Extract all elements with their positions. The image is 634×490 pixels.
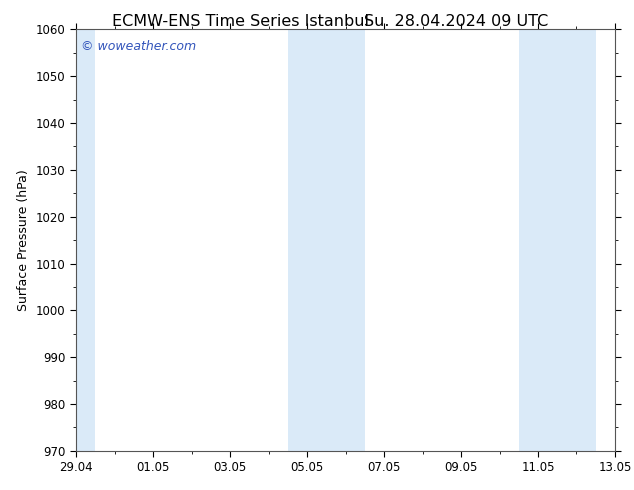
Y-axis label: Surface Pressure (hPa): Surface Pressure (hPa) — [17, 169, 30, 311]
Text: © woweather.com: © woweather.com — [81, 40, 197, 53]
Bar — [519, 29, 557, 451]
Bar — [288, 29, 327, 451]
Bar — [76, 29, 95, 451]
Text: ECMW-ENS Time Series Istanbul: ECMW-ENS Time Series Istanbul — [112, 14, 370, 29]
Bar — [557, 29, 596, 451]
Text: Su. 28.04.2024 09 UTC: Su. 28.04.2024 09 UTC — [365, 14, 548, 29]
Bar — [327, 29, 365, 451]
